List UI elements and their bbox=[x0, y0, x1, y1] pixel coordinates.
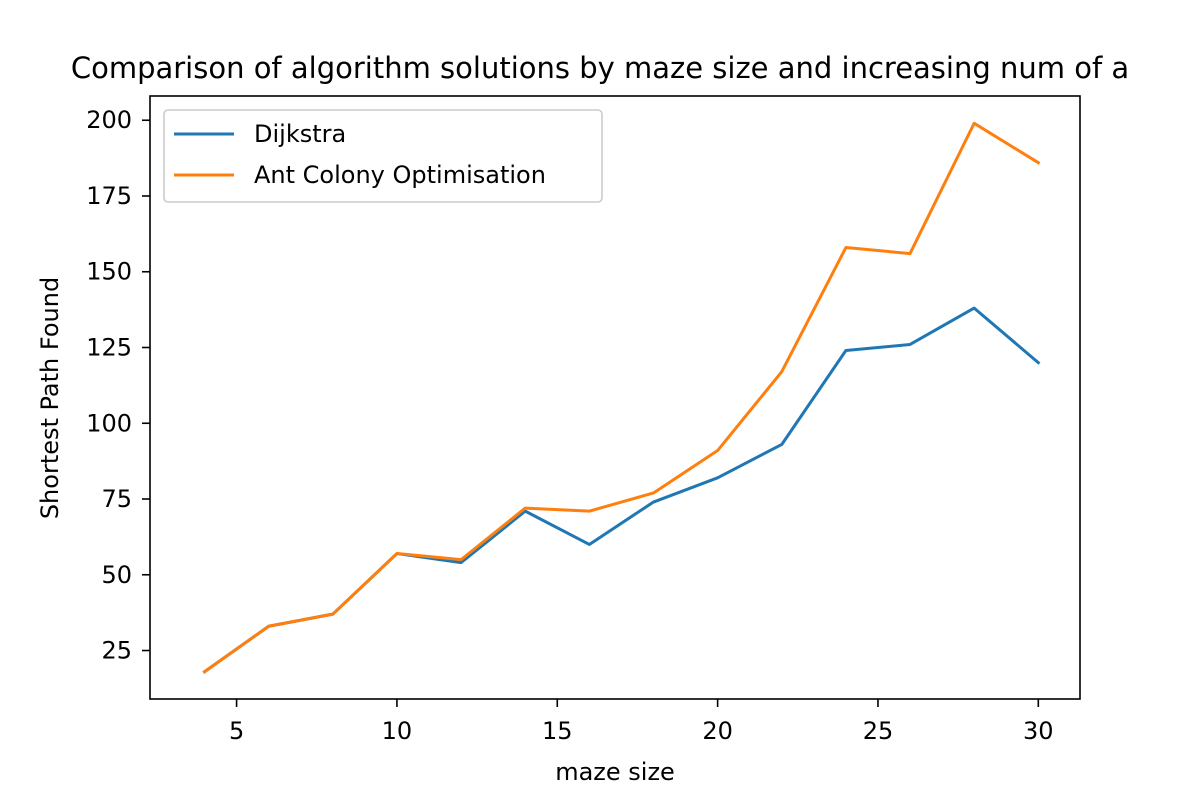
x-tick-label: 5 bbox=[229, 717, 244, 745]
legend-entry-label: Dijkstra bbox=[254, 120, 346, 148]
chart-title: Comparison of algorithm solutions by maz… bbox=[71, 51, 1129, 85]
y-tick-label: 175 bbox=[86, 182, 132, 210]
series-lines bbox=[202, 121, 1041, 674]
y-tick-label: 125 bbox=[86, 334, 132, 362]
x-tick-label: 15 bbox=[542, 717, 573, 745]
legend-entry-label: Ant Colony Optimisation bbox=[254, 161, 546, 189]
x-tick-label: 25 bbox=[863, 717, 894, 745]
y-tick-label: 100 bbox=[86, 409, 132, 437]
legend-box bbox=[163, 109, 603, 203]
x-tick-label: 20 bbox=[702, 717, 733, 745]
y-tick-label: 75 bbox=[101, 485, 132, 513]
y-tick-label: 200 bbox=[86, 106, 132, 134]
series-line-ant-colony-optimisation bbox=[202, 121, 1041, 674]
y-tick-label: 150 bbox=[86, 258, 132, 286]
y-tick-label: 50 bbox=[101, 561, 132, 589]
x-tick-label: 30 bbox=[1023, 717, 1054, 745]
x-axis: 5 10 15 20 25 30 bbox=[229, 699, 1054, 745]
legend: Dijkstra Ant Colony Optimisation bbox=[163, 109, 603, 203]
x-axis-label: maze size bbox=[555, 758, 675, 786]
y-axis-label: Shortest Path Found bbox=[36, 277, 64, 519]
y-tick-label: 25 bbox=[101, 637, 132, 665]
y-axis: 25 50 75 100 125 150 175 200 bbox=[86, 106, 150, 665]
x-tick-label: 10 bbox=[382, 717, 413, 745]
